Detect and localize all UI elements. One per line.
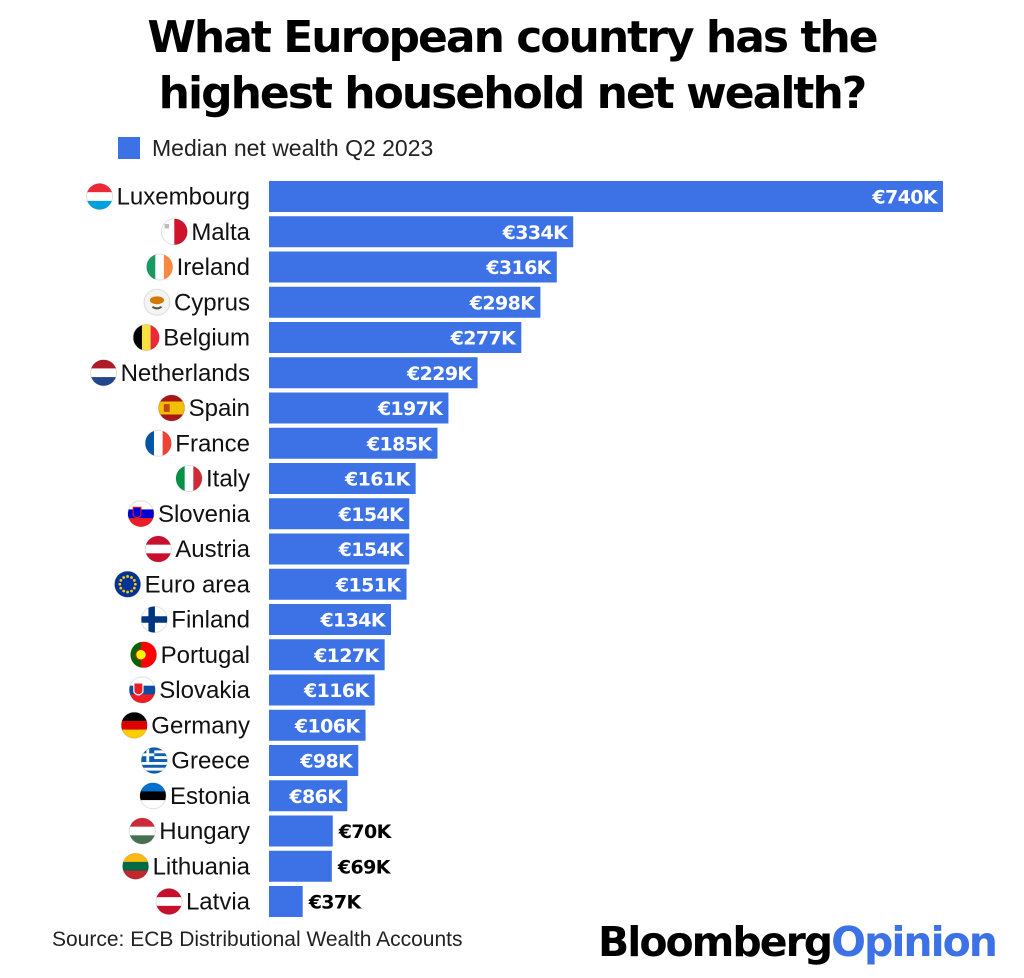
bar-netherlands bbox=[269, 357, 478, 389]
bar-cyprus bbox=[269, 286, 541, 318]
flag-latvia-icon bbox=[155, 888, 183, 915]
bar-value-label: €334K bbox=[502, 222, 569, 244]
bar-slovakia bbox=[269, 674, 375, 706]
flag-eu-icon bbox=[114, 570, 142, 598]
bar-value-label: €316K bbox=[485, 257, 552, 279]
flag-estonia-icon bbox=[139, 782, 167, 810]
chart-title-line-1: What European country has the bbox=[147, 12, 878, 63]
bar-lithuania bbox=[269, 850, 332, 882]
bar-value-label: €185K bbox=[366, 433, 433, 455]
category-label: Estonia bbox=[170, 783, 251, 810]
flag-italy-icon bbox=[175, 465, 203, 492]
bar-value-label: €106K bbox=[294, 715, 361, 737]
bar-estonia bbox=[269, 780, 348, 812]
bar-value-label: €154K bbox=[338, 504, 405, 526]
category-label: France bbox=[175, 430, 250, 457]
category-label: Greece bbox=[171, 748, 250, 775]
bar-latvia bbox=[269, 886, 303, 917]
flag-greece-icon bbox=[140, 747, 168, 774]
brand-logo: BloombergOpinion bbox=[598, 918, 998, 966]
category-label: Cyprus bbox=[174, 289, 250, 316]
bar-value-label: €229K bbox=[406, 363, 473, 385]
category-label: Latvia bbox=[186, 889, 251, 916]
bar-italy bbox=[269, 463, 416, 494]
bar-ireland bbox=[269, 251, 557, 283]
category-label: Portugal bbox=[161, 642, 250, 669]
bar-belgium bbox=[269, 322, 522, 353]
chart-legend: Median net wealth Q2 2023 bbox=[118, 135, 433, 161]
category-label: Ireland bbox=[177, 254, 250, 281]
bar-value-label: €127K bbox=[313, 645, 380, 667]
bar-greece bbox=[269, 745, 359, 776]
bar-luxembourg bbox=[269, 181, 943, 212]
flag-germany-icon bbox=[120, 711, 148, 739]
source-note: Source: ECB Distributional Wealth Accoun… bbox=[52, 928, 463, 951]
bar-austria bbox=[269, 533, 410, 565]
bar-value-label: €37K bbox=[308, 892, 363, 914]
category-label: Hungary bbox=[159, 818, 250, 845]
bar-value-label: €70K bbox=[338, 821, 393, 843]
flag-france-icon bbox=[144, 429, 172, 457]
category-label: Lithuania bbox=[153, 853, 251, 880]
flag-cyprus-icon bbox=[143, 288, 171, 316]
category-label: Germany bbox=[151, 712, 250, 739]
flag-austria-icon bbox=[144, 535, 172, 563]
bar-portugal bbox=[269, 639, 385, 671]
chart-title-line-2: highest household net wealth? bbox=[158, 68, 868, 119]
bar-finland bbox=[269, 604, 392, 635]
flag-hungary-icon bbox=[128, 817, 156, 845]
flag-finland-icon bbox=[140, 606, 168, 633]
chart-title: What European country has the highest ho… bbox=[0, 10, 1024, 122]
flag-luxembourg-icon bbox=[86, 183, 114, 210]
bar-hungary bbox=[269, 815, 333, 847]
flag-ireland-icon bbox=[146, 253, 174, 281]
category-label: Austria bbox=[175, 536, 250, 563]
legend-label: Median net wealth Q2 2023 bbox=[152, 134, 434, 161]
category-label: Malta bbox=[191, 219, 250, 246]
flag-spain-icon bbox=[158, 394, 186, 422]
bar-value-label: €154K bbox=[338, 539, 405, 561]
category-label: Netherlands bbox=[121, 360, 250, 387]
bar-france bbox=[269, 427, 438, 459]
brand-logo-bloomberg: Bloomberg bbox=[598, 918, 833, 966]
flag-belgium-icon bbox=[132, 324, 160, 351]
bar-malta bbox=[269, 216, 574, 248]
category-label: Belgium bbox=[163, 325, 250, 352]
bar-value-label: €116K bbox=[303, 680, 370, 702]
category-label: Spain bbox=[189, 395, 250, 422]
bar-value-label: €161K bbox=[344, 469, 411, 491]
category-label: Slovenia bbox=[158, 501, 251, 528]
bar-value-label: €298K bbox=[469, 292, 536, 314]
bar-value-label: €86K bbox=[288, 786, 343, 808]
bar-value-label: €197K bbox=[377, 398, 444, 420]
legend-swatch bbox=[118, 137, 140, 159]
bar-slovenia bbox=[269, 498, 410, 530]
flag-slovenia-icon bbox=[127, 500, 155, 528]
bar-value-label: €134K bbox=[319, 610, 386, 632]
bar-value-label: €740K bbox=[871, 187, 938, 209]
bar-value-label: €151K bbox=[335, 574, 402, 596]
bar-value-label: €69K bbox=[337, 856, 392, 878]
bar-euro-area bbox=[269, 568, 407, 600]
flag-slovakia-icon bbox=[128, 676, 156, 704]
category-label: Finland bbox=[171, 607, 250, 634]
flag-malta-icon bbox=[160, 218, 188, 246]
category-label: Luxembourg bbox=[117, 184, 250, 211]
flag-lithuania-icon bbox=[122, 852, 150, 880]
flag-portugal-icon bbox=[130, 641, 158, 669]
bar-spain bbox=[269, 392, 449, 424]
bar-germany bbox=[269, 709, 366, 741]
bar-value-label: €98K bbox=[299, 751, 354, 773]
category-label: Slovakia bbox=[159, 677, 250, 704]
bar-value-label: €277K bbox=[450, 328, 517, 350]
flag-netherlands-icon bbox=[90, 359, 118, 387]
category-label: Italy bbox=[206, 466, 250, 493]
category-label: Euro area bbox=[145, 571, 251, 598]
brand-logo-opinion: Opinion bbox=[831, 918, 998, 966]
